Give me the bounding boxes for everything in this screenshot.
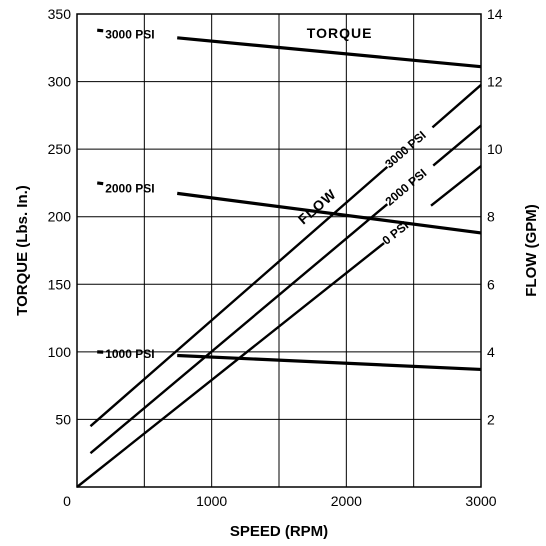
right-tick-label: 2 — [487, 411, 495, 427]
flow-line — [76, 242, 385, 488]
flow-annotation: FLOW — [295, 186, 340, 228]
x-axis-ticks: 1000 2000 3000 — [196, 493, 497, 509]
right-tick-label: 4 — [487, 344, 495, 360]
x-tick-label: 3000 — [465, 493, 496, 509]
origin-tick-label: 0 — [63, 493, 71, 509]
torque-line — [176, 191, 482, 235]
torque-annotation: TORQUE — [307, 25, 373, 41]
left-tick-label: 100 — [48, 344, 72, 360]
torque-line-lead — [97, 28, 104, 33]
flow-line — [432, 124, 482, 167]
torque-series-label: 2000 PSI — [105, 182, 154, 196]
flow-series-label: 2000 PSI — [382, 166, 429, 208]
left-tick-label: 150 — [48, 276, 72, 292]
right-tick-label: 12 — [487, 74, 503, 90]
torque-line — [177, 353, 482, 372]
left-axis-title: TORQUE (Lbs. In.) — [14, 185, 31, 316]
plot-frame — [76, 13, 482, 488]
flow-line — [89, 203, 389, 455]
grid — [77, 14, 481, 487]
x-tick-label: 1000 — [196, 493, 227, 509]
right-axis-title: FLOW (GPM) — [523, 204, 540, 296]
flow-line — [89, 165, 389, 428]
x-tick-label: 2000 — [331, 493, 362, 509]
x-axis-title: SPEED (RPM) — [230, 523, 328, 540]
left-tick-label: 300 — [48, 74, 72, 90]
torque-line-lead — [96, 181, 104, 186]
left-tick-label: 200 — [48, 209, 72, 225]
flow-line — [431, 84, 482, 129]
torque-series-label: 1000 PSI — [105, 347, 154, 361]
flow-line — [430, 165, 482, 207]
right-tick-label: 8 — [487, 209, 495, 225]
torque-series-group: 3000 PSI 2000 PSI 1000 PSI — [96, 27, 482, 372]
right-axis-ticks: 2 4 6 8 10 12 14 — [487, 6, 503, 427]
left-tick-label: 50 — [55, 411, 71, 427]
right-tick-label: 14 — [487, 6, 503, 22]
right-tick-label: 10 — [487, 141, 503, 157]
left-tick-label: 250 — [48, 141, 72, 157]
torque-series-label: 3000 PSI — [105, 27, 154, 41]
left-tick-label: 350 — [48, 6, 72, 22]
right-tick-label: 6 — [487, 276, 495, 292]
left-axis-ticks: 50 100 150 200 250 300 350 — [48, 6, 72, 427]
torque-line — [177, 36, 482, 69]
